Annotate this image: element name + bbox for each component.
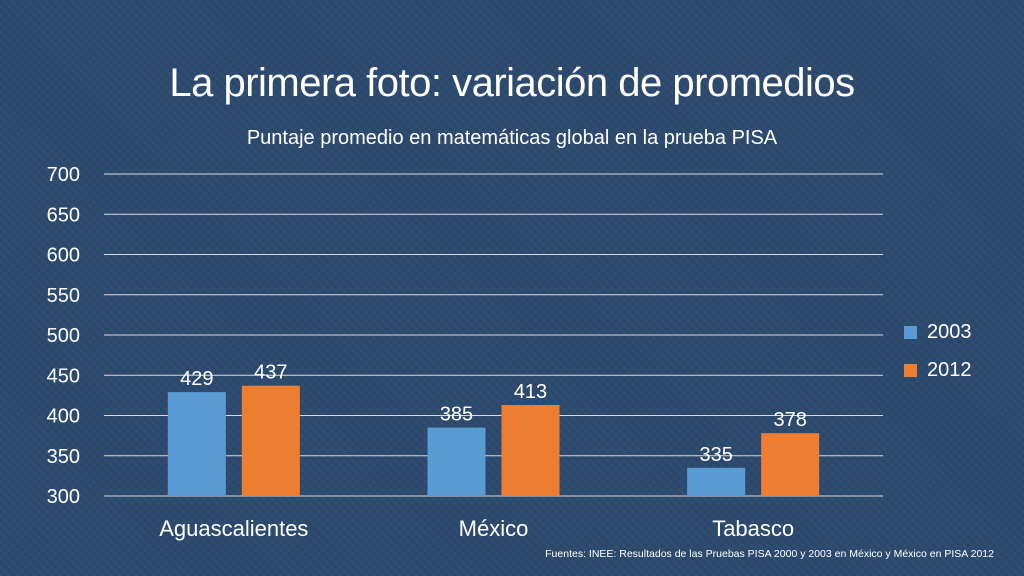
legend-label-2012: 2012 (927, 358, 972, 381)
bars (167, 385, 820, 496)
x-category-label: Tabasco (712, 516, 794, 541)
y-tick-label: 400 (47, 406, 80, 428)
data-label: 429 (180, 368, 213, 390)
bar-2003-0 (167, 392, 226, 496)
bar-2012-1 (501, 405, 560, 496)
legend-swatch-2012 (904, 363, 917, 377)
data-label: 378 (773, 409, 806, 431)
data-labels: 429 437 385 413 335 378 (180, 362, 807, 466)
data-label: 437 (254, 362, 287, 384)
x-axis-category-labels: Aguascalientes México Tabasco (159, 516, 794, 541)
y-tick-label: 300 (47, 486, 80, 508)
data-label: 385 (440, 404, 473, 426)
y-tick-label: 650 (47, 204, 80, 226)
x-category-label: México (459, 516, 529, 541)
bar-2012-0 (241, 385, 300, 496)
legend-item-2003: 2003 (904, 320, 972, 344)
bar-2012-2 (761, 433, 820, 496)
y-tick-label: 700 (47, 164, 80, 186)
gridlines (104, 173, 883, 497)
y-tick-label: 600 (47, 245, 80, 267)
chart-legend: 2003 2012 (904, 320, 972, 396)
bar-2003-2 (687, 467, 746, 496)
x-category-label: Aguascalientes (159, 516, 308, 541)
y-axis-tick-labels: 300 350 400 450 500 550 600 650 700 (47, 164, 80, 508)
y-tick-label: 550 (47, 285, 80, 307)
slide-title: La primera foto: variación de promedios (169, 61, 855, 105)
y-tick-label: 450 (47, 365, 80, 387)
y-tick-label: 350 (47, 446, 80, 468)
source-note: Fuentes: INEE: Resultados de las Pruebas… (545, 548, 994, 560)
legend-swatch-2003 (904, 325, 917, 339)
legend-label-2003: 2003 (927, 320, 972, 343)
legend-item-2012: 2012 (904, 358, 972, 382)
data-label: 335 (699, 444, 732, 466)
chart-title: Puntaje promedio en matemáticas global e… (246, 127, 778, 149)
data-label: 413 (514, 381, 547, 403)
bar-2003-1 (427, 427, 486, 496)
y-tick-label: 500 (47, 325, 80, 347)
